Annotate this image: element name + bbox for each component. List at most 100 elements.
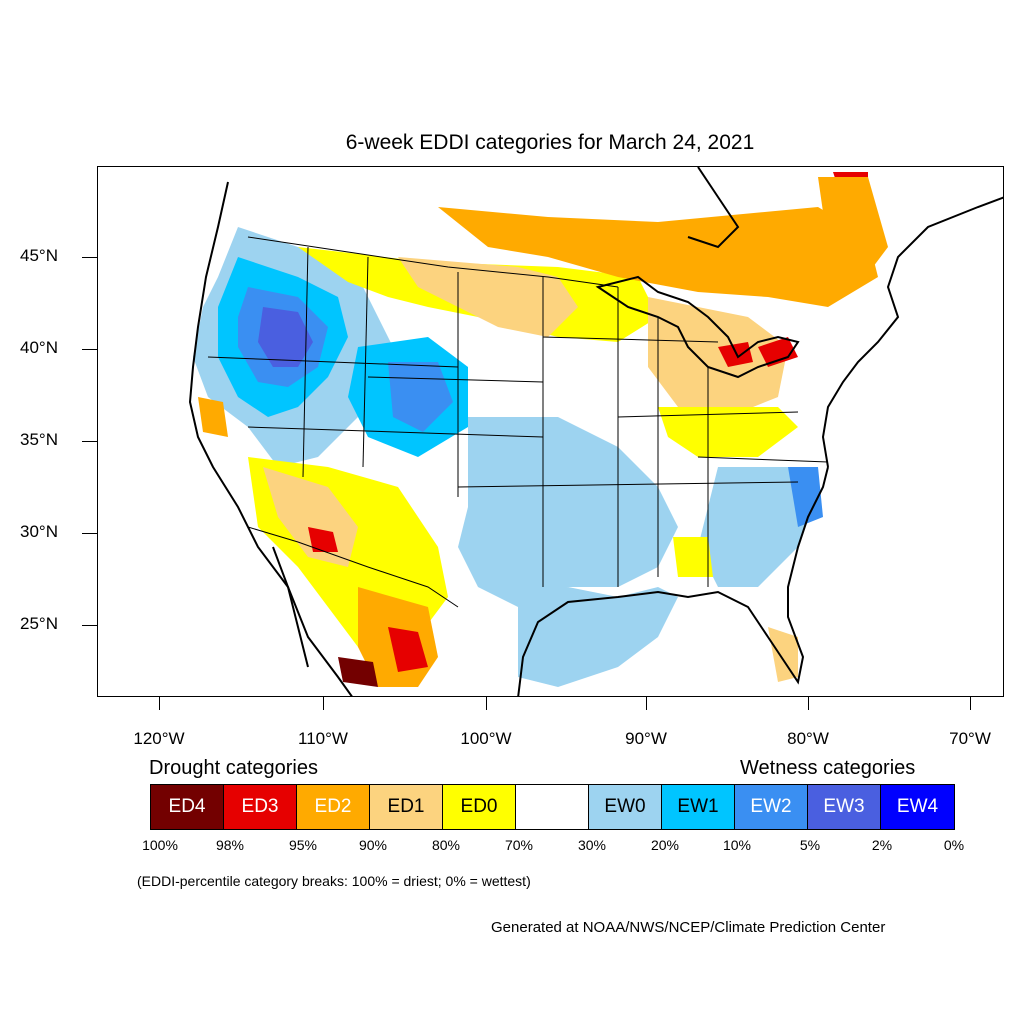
drought-ed1-north (398, 257, 578, 337)
lon-label-110: 110°W (298, 729, 348, 748)
lat-label-25: 25°N (20, 614, 58, 633)
lat-tick (82, 625, 97, 626)
map-title: 6-week EDDI categories for March 24, 202… (345, 131, 755, 154)
lon-tick (808, 697, 809, 710)
coastlines (188, 167, 1003, 696)
percentile-label: 95% (288, 837, 318, 853)
wetness-heading: Wetness categories (740, 757, 916, 779)
legend-cell-ew1: EW1 (662, 785, 735, 829)
lon-label-120: 120°W (133, 729, 185, 748)
legend-cell-ew4: EW4 (881, 785, 954, 829)
lat-label-40: 40°N (20, 338, 58, 357)
legend-cell-ed4: ED4 (151, 785, 224, 829)
percentile-label: 30% (577, 837, 607, 853)
state-line (457, 481, 799, 488)
legend-label: ED3 (241, 796, 279, 817)
drought-ed2-maine (818, 177, 888, 287)
state-line (247, 426, 544, 438)
percentile-label: 90% (358, 837, 388, 853)
lat-label-35: 35°N (20, 430, 58, 449)
legend-cell-ew2: EW2 (735, 785, 808, 829)
state-line (302, 246, 309, 478)
drought-ed3-mexico (388, 627, 428, 672)
lat-label-30: 30°N (20, 522, 58, 541)
lon-label-100: 100°W (460, 729, 512, 748)
drought-ed2-canada (438, 207, 878, 307)
map-panel (97, 166, 1004, 697)
state-line (697, 456, 829, 463)
legend-label: ED2 (314, 796, 352, 817)
lat-label-45: 45°N (20, 246, 58, 265)
lon-tick (323, 697, 324, 710)
legend-label: ED0 (460, 796, 498, 817)
lon-label-90: 90°W (625, 729, 667, 748)
drought-ed1-florida (768, 627, 798, 682)
drought-ed4-mexico (338, 657, 378, 687)
drought-ed0-alabama (673, 537, 713, 577)
hudson-bay-coast (687, 167, 740, 249)
wet-region-gulf (518, 587, 678, 687)
percentile-label: 5% (799, 837, 821, 853)
gulf-coastline (517, 466, 829, 696)
legend-cell-ed2: ED2 (297, 785, 370, 829)
baja-coast (272, 546, 309, 668)
drought-ed1-great-lakes (648, 297, 788, 417)
drought-ed2-california (198, 397, 228, 437)
pacific-coastline (188, 181, 353, 696)
legend-color-bar: ED4 ED3 ED2 ED1 ED0 EW0 EW1 EW2 EW3 EW4 (150, 784, 955, 830)
percentile-label: 0% (943, 837, 965, 853)
legend-label: EW4 (896, 796, 939, 817)
percentile-label: 100% (142, 837, 178, 853)
legend-label: ED1 (387, 796, 425, 817)
lon-tick (486, 697, 487, 710)
atlantic-coastline (821, 196, 1003, 468)
percentile-label: 70% (504, 837, 534, 853)
us-canada-border (247, 236, 619, 288)
lon-tick (646, 697, 647, 710)
state-line (367, 376, 544, 383)
drought-heading: Drought categories (149, 757, 318, 779)
state-borders (207, 236, 829, 608)
legend-cell-ew3: EW3 (808, 785, 881, 829)
percentile-label: 10% (722, 837, 752, 853)
credit-line: Generated at NOAA/NWS/NCEP/Climate Predi… (491, 919, 886, 936)
legend-cell-ed1: ED1 (370, 785, 443, 829)
state-line (542, 336, 719, 343)
state-line (207, 356, 459, 368)
drought-ed3-ny (758, 337, 798, 367)
legend-cell-ed0: ED0 (443, 785, 516, 829)
drought-ed3-arizona (308, 527, 338, 552)
eddi-map (188, 167, 1003, 696)
great-lakes-outline (595, 275, 800, 379)
lon-label-80: 80°W (787, 729, 829, 748)
us-mexico-border (247, 526, 459, 608)
legend-label: EW0 (604, 796, 646, 817)
wet-region-plains (458, 417, 678, 607)
legend-label: EW3 (823, 796, 865, 817)
percentile-label: 20% (650, 837, 680, 853)
state-line (617, 411, 799, 418)
percentile-label: 98% (215, 837, 245, 853)
lon-label-70: 70°W (949, 729, 991, 748)
legend-label: EW1 (677, 796, 719, 817)
percentile-label: 2% (871, 837, 893, 853)
drought-ed3-michigan (718, 342, 753, 367)
wet-region-southeast (698, 467, 818, 587)
lat-tick (82, 533, 97, 534)
lat-tick (82, 349, 97, 350)
legend-cell-ed3: ED3 (224, 785, 297, 829)
category-note: (EDDI-percentile category breaks: 100% =… (137, 873, 531, 889)
lon-tick (159, 697, 160, 710)
wet-region-rockies-core (388, 362, 453, 432)
state-line (362, 256, 369, 468)
legend-cell-ew0: EW0 (589, 785, 662, 829)
lat-tick (82, 441, 97, 442)
legend-cell-normal (516, 785, 589, 829)
lat-tick (82, 257, 97, 258)
legend-label: EW2 (750, 796, 792, 817)
drought-ed0-ohio (658, 407, 798, 457)
lon-tick (970, 697, 971, 710)
legend-label: ED4 (168, 796, 206, 817)
wet-region-ew3-west (258, 307, 313, 367)
percentile-label: 80% (431, 837, 461, 853)
